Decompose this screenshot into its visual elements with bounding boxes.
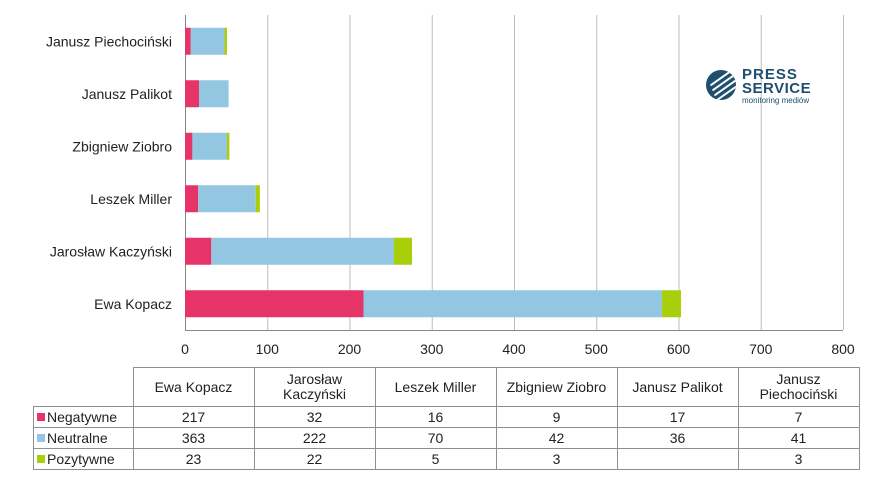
legend-entry: Pozytywne [33, 448, 134, 470]
legend-swatch [37, 412, 45, 421]
legend-swatch [37, 433, 45, 442]
bar-segment-pozytywne [393, 237, 413, 265]
bar-segment-negatywne [185, 185, 199, 213]
table-cell: 41 [737, 427, 860, 449]
bar-segment-negatywne [185, 132, 193, 160]
bar-segment-pozytywne [662, 290, 681, 318]
y-category-label: Ewa Kopacz [94, 296, 172, 312]
legend-entry: Neutralne [33, 427, 134, 449]
table-cell: 36 [616, 427, 739, 449]
bar-segment-neutralne [198, 80, 229, 108]
logo-icon [706, 70, 736, 100]
table-column-header: Janusz Piechociński [737, 367, 860, 407]
table-cell: 22 [253, 448, 376, 470]
y-category-label: Janusz Piechociński [46, 33, 172, 49]
x-tick-label: 500 [585, 341, 609, 357]
y-category-label: Jarosław Kaczyński [50, 243, 172, 259]
table-cell: 3 [737, 448, 860, 470]
table-cell: 9 [495, 406, 618, 428]
bar-segment-neutralne [211, 237, 394, 265]
bar-chart: 0 100 200 300 400 500 600 700 800 Ewa Kopacz Jaros… [46, 15, 855, 357]
table-row: Neutralne 363 222 70 42 36 41 [33, 427, 860, 449]
bar-segment-negatywne [185, 237, 212, 265]
x-tick-label: 100 [256, 341, 280, 357]
table-cell: 32 [253, 406, 376, 428]
bar-segment-pozytywne [226, 132, 230, 160]
press-service-logo: PRESS SERVICE monitoring mediów [704, 66, 824, 105]
table-cell: 222 [253, 427, 376, 449]
bar-segment-neutralne [190, 27, 225, 55]
x-tick-label: 600 [667, 341, 691, 357]
table-cell: 42 [495, 427, 618, 449]
table-column-header: Jarosław Kaczyński [253, 367, 376, 407]
table-column-header: Leszek Miller [374, 367, 497, 407]
x-tick-label: 300 [420, 341, 444, 357]
table-cell: 23 [132, 448, 255, 470]
table-cell: 16 [374, 406, 497, 428]
legend-swatch [37, 454, 45, 463]
table-cell: 70 [374, 427, 497, 449]
legend-label: Negatywne [47, 408, 118, 425]
bar-segment-pozytywne [224, 27, 227, 55]
table-column-header: Zbigniew Ziobro [495, 367, 618, 407]
x-tick-label: 800 [831, 341, 855, 357]
bar-segment-neutralne [363, 290, 663, 318]
table-cell: 3 [495, 448, 618, 470]
table-column-header: Janusz Palikot [616, 367, 739, 407]
table-row: Pozytywne 23 22 5 3 3 [33, 448, 860, 470]
legend-label: Pozytywne [47, 450, 115, 467]
table-header-row: Ewa Kopacz Jarosław Kaczyński Leszek Mille… [33, 367, 860, 407]
table-corner [33, 367, 133, 407]
y-category-label: Zbigniew Ziobro [72, 138, 172, 154]
bar-segment-negatywne [185, 290, 364, 318]
x-tick-label: 700 [749, 341, 773, 357]
table-row: Negatywne 217 32 16 9 17 7 [33, 406, 860, 428]
legend-entry: Negatywne [33, 406, 134, 428]
legend-label: Neutralne [47, 429, 108, 446]
bar-segment-pozytywne [255, 185, 260, 213]
bar-segment-negatywne [185, 80, 199, 108]
y-category-label: Janusz Palikot [82, 86, 172, 102]
bar-segment-neutralne [192, 132, 227, 160]
y-category-label: Leszek Miller [90, 191, 172, 207]
bar-segment-negatywne [185, 27, 191, 55]
table-cell: 7 [737, 406, 860, 428]
table-cell: 5 [374, 448, 497, 470]
x-tick-label: 200 [338, 341, 362, 357]
data-table: Ewa Kopacz Jarosław Kaczyński Leszek Mille… [33, 367, 860, 470]
bar-segment-neutralne [198, 185, 256, 213]
x-tick-label: 0 [181, 341, 189, 357]
table-column-header: Ewa Kopacz [132, 367, 255, 407]
logo-text-service: SERVICE [742, 80, 812, 97]
table-cell: 217 [132, 406, 255, 428]
logo-text-press: PRESS [742, 66, 798, 83]
table-cell [616, 448, 739, 470]
logo-text-tagline: monitoring mediów [742, 96, 810, 105]
table-cell: 363 [132, 427, 255, 449]
x-tick-label: 400 [502, 341, 526, 357]
table-cell: 17 [616, 406, 739, 428]
